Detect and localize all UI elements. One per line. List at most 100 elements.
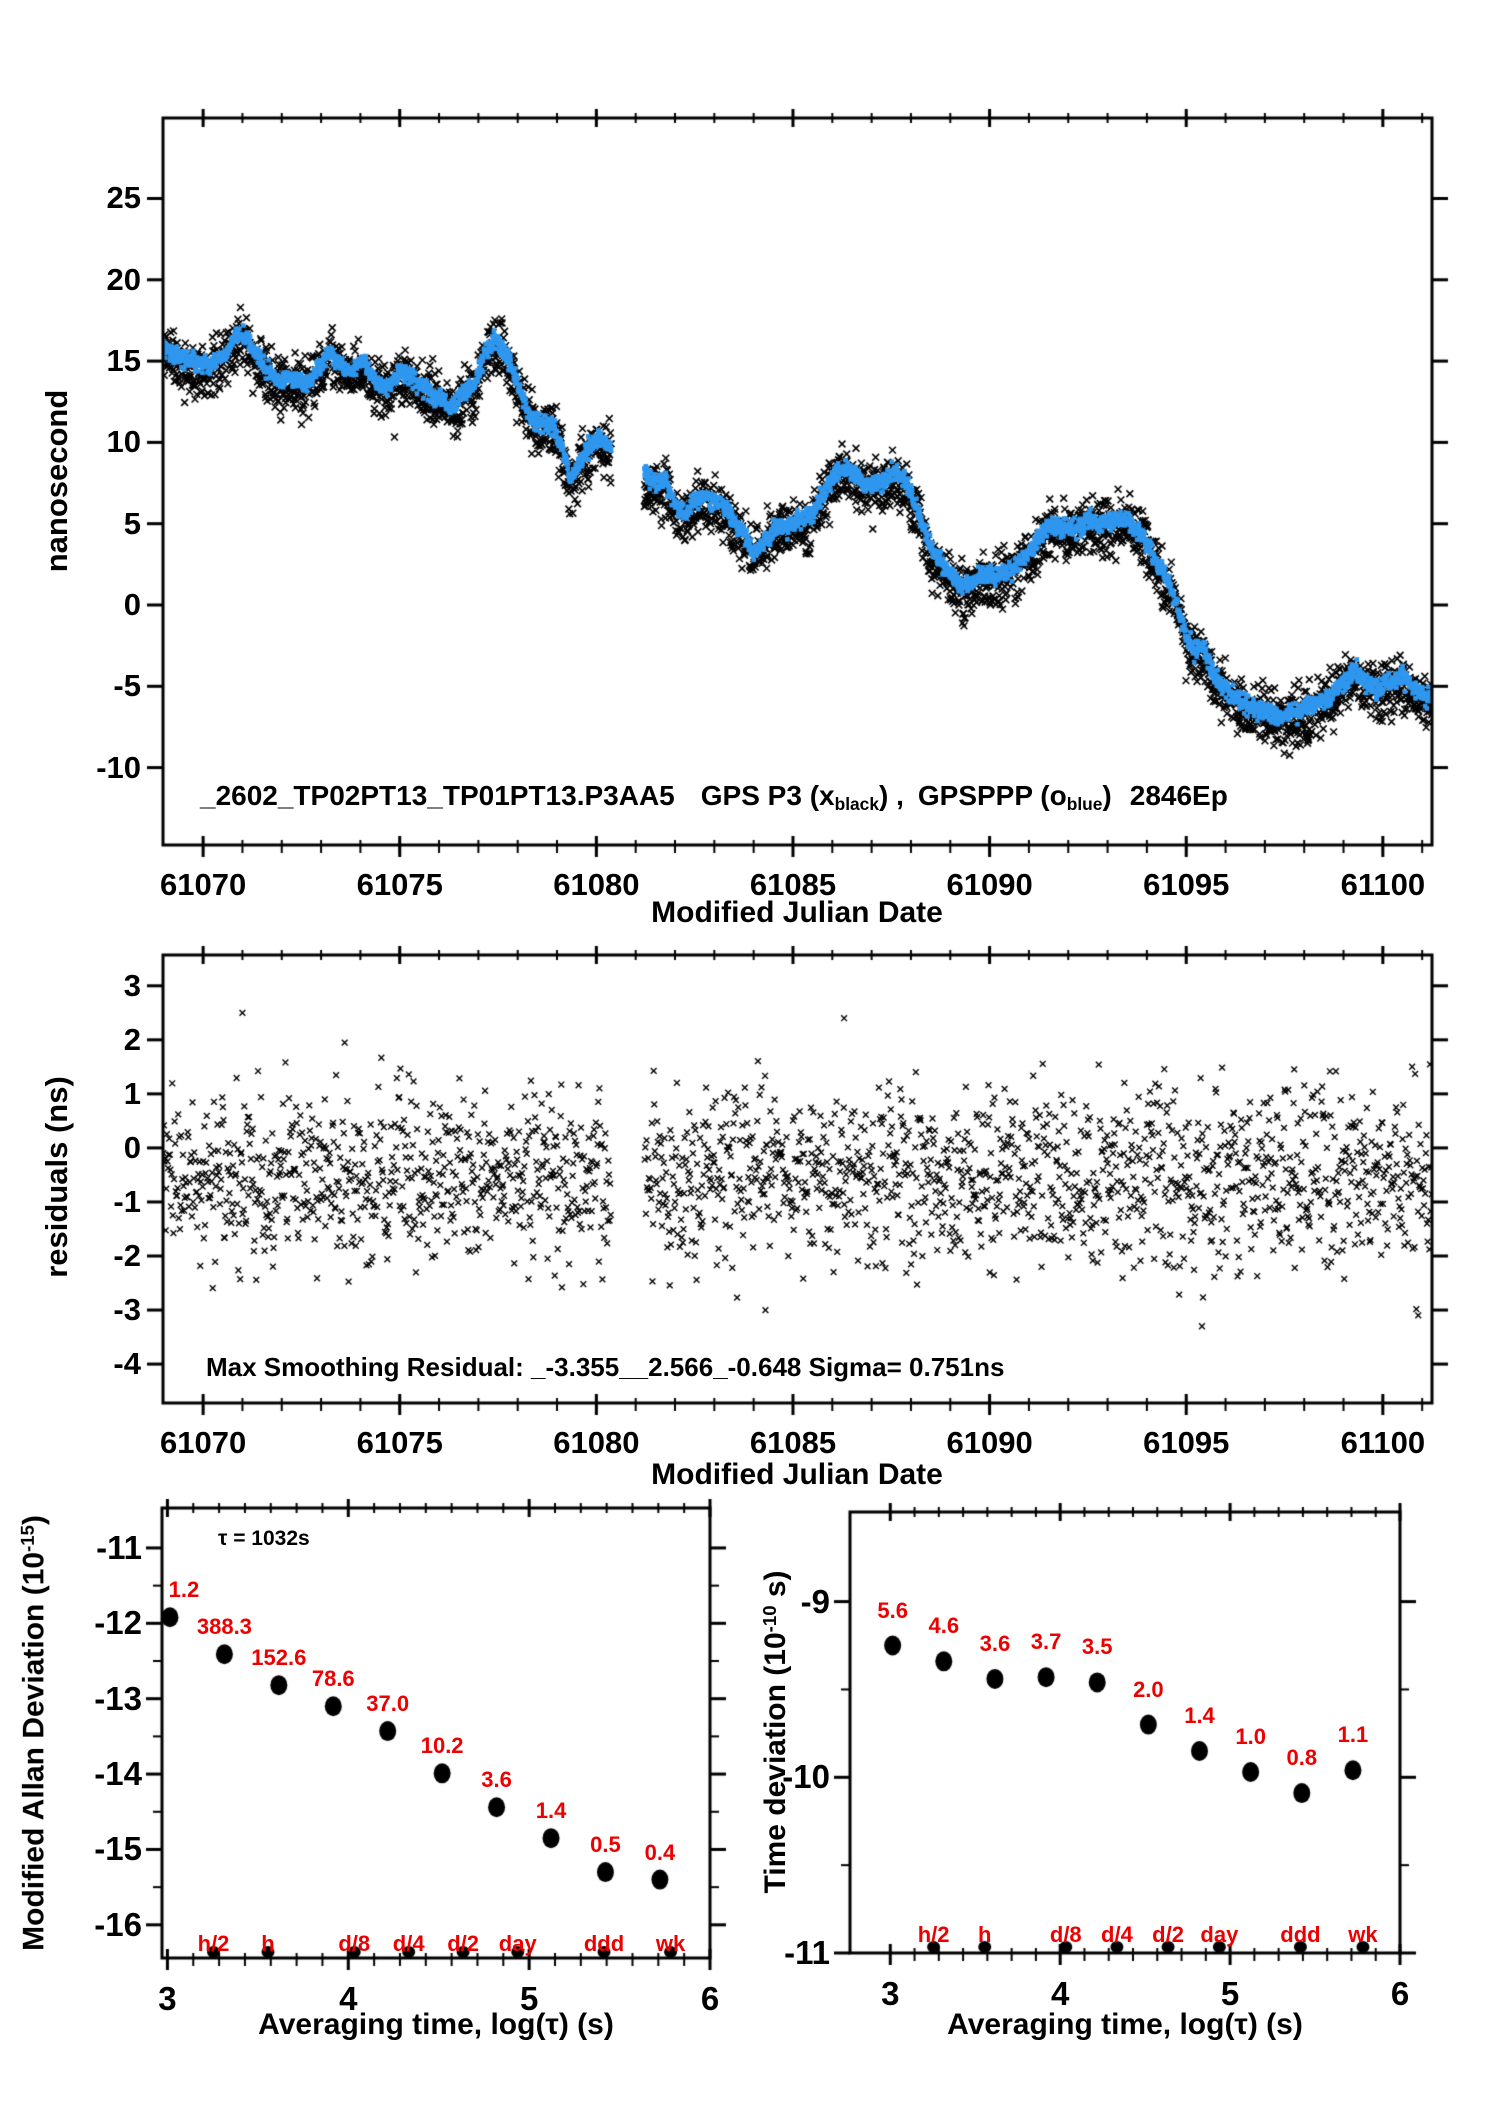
tdev-time-label: h/2 — [917, 1922, 950, 1947]
p1-x-tick-label: 61075 — [356, 867, 443, 902]
p1-series-title: _2602_TP02PT13_TP01PT13.P3AA5 GPS P3 (xbl… — [200, 780, 1228, 815]
p4-y-tick-label: -11 — [784, 1934, 830, 1971]
tdev-time-label: d/8 — [1049, 1922, 1082, 1947]
p2-x-tick-label: 61090 — [946, 1425, 1033, 1460]
mdev-value-label: 3.6 — [481, 1767, 512, 1793]
p3-x-tick-label: 3 — [158, 1980, 177, 2017]
mdev-time-label: d/8 — [338, 1931, 371, 1956]
mdev-value-label: 78.6 — [311, 1666, 355, 1692]
mdev-value-label: 0.4 — [644, 1839, 676, 1865]
p1-y-tick-label: 0 — [123, 586, 141, 622]
p3-y-tick-label: -12 — [94, 1604, 142, 1642]
mdev-time-label: h/2 — [197, 1931, 230, 1956]
p1-title-epochs: 2846Ep — [1129, 780, 1228, 811]
p4-x-axis-title: Averaging time, log(τ) (s) — [947, 2008, 1303, 2041]
p1-x-tick-label: 61085 — [749, 867, 837, 902]
p1-y-tick-label: 5 — [123, 505, 141, 541]
tdev-value-label: 4.6 — [928, 1613, 960, 1639]
p3-x-tick-label: 4 — [339, 1980, 358, 2017]
p2-y-tick-label: -3 — [113, 1292, 141, 1328]
p3-y-tick-label: -16 — [94, 1905, 142, 1943]
p4-x-tick-label: 5 — [1220, 1975, 1240, 2012]
p1-y-tick-label: -10 — [96, 749, 141, 785]
p1-y-tick-label: -5 — [113, 668, 141, 704]
tdev-value-label: 3.6 — [979, 1630, 1011, 1656]
p1-x-tick-label: 61090 — [946, 867, 1033, 902]
tdev-time-label: d/2 — [1152, 1922, 1184, 1947]
p3-y-axis-title: Modified Allan Deviation (10-15) — [16, 1515, 51, 1951]
p1-title-sub-black: black — [834, 794, 879, 815]
tdev-time-label: wk — [1348, 1922, 1378, 1947]
mdev-value-label: 388.3 — [196, 1614, 252, 1640]
p2-y-tick-label: 2 — [123, 1021, 141, 1057]
p2-x-tick-label: 61100 — [1340, 1425, 1426, 1460]
mdev-time-label: day — [498, 1931, 537, 1956]
p2-y-tick-label: -1 — [113, 1183, 141, 1219]
p1-title-gps-p3: GPS P3 (x — [700, 780, 835, 811]
mdev-time-label: d/4 — [392, 1931, 425, 1956]
p2-x-tick-label: 61075 — [356, 1425, 443, 1460]
p1-title-close1: ) , — [878, 780, 904, 811]
p2-x-tick-label: 61080 — [553, 1425, 640, 1460]
p1-y-tick-label: 25 — [106, 180, 141, 216]
p2-max-residual-annotation: Max Smoothing Residual: _-3.355__2.566_-… — [206, 1352, 1005, 1382]
p1-y-tick-label: 20 — [106, 261, 141, 297]
tdev-value-label: 1.4 — [1184, 1702, 1215, 1728]
tdev-value-label: 1.0 — [1235, 1724, 1266, 1750]
mdev-value-label: 10.2 — [420, 1733, 464, 1759]
mdev-value-label: 152.6 — [251, 1645, 307, 1671]
mdev-time-label: d/2 — [447, 1931, 480, 1956]
mdev-time-label: ddd — [583, 1931, 625, 1956]
p1-title-gpsppp: GPSPPP (o — [917, 780, 1067, 811]
p3-y-tick-label: -15 — [94, 1830, 142, 1868]
p1-title-sub-blue: blue — [1066, 794, 1103, 815]
mdev-time-label: wk — [655, 1931, 686, 1956]
p2-y-tick-label: 3 — [123, 967, 141, 1003]
tdev-value-label: 5.6 — [877, 1597, 908, 1623]
p4-x-tick-label: 3 — [881, 1975, 900, 2012]
p2-y-tick-label: -4 — [113, 1346, 141, 1382]
p3-x-tick-label: 5 — [519, 1980, 539, 2017]
tdev-value-label: 1.1 — [1337, 1722, 1369, 1748]
p4-x-tick-label: 6 — [1390, 1975, 1410, 2012]
p2-y-axis-title: residuals (ns) — [39, 1076, 74, 1278]
mdev-value-label: 37.0 — [366, 1691, 410, 1717]
tdev-time-label: d/4 — [1101, 1922, 1133, 1947]
p3-y-tick-label: -13 — [94, 1679, 142, 1717]
p3-y-tick-label: -14 — [94, 1755, 142, 1793]
p4-y-tick-label: -9 — [800, 1582, 830, 1620]
tdev-value-label: 3.5 — [1081, 1634, 1113, 1660]
p2-x-tick-label: 61085 — [749, 1425, 837, 1460]
p4-x-tick-label: 4 — [1050, 1975, 1070, 2012]
p1-title-close2: ) — [1102, 780, 1112, 811]
p2-y-tick-label: 1 — [123, 1075, 141, 1111]
mdev-value-label: 0.5 — [590, 1832, 621, 1858]
p3-x-axis-title: Averaging time, log(τ) (s) — [258, 2008, 614, 2041]
mdev-value-label: 1.2 — [168, 1577, 200, 1603]
p4-y-tick-label: -10 — [782, 1758, 830, 1796]
p1-y-tick-label: 15 — [106, 343, 141, 379]
p2-y-tick-label: -2 — [113, 1238, 141, 1273]
p1-y-axis-title: nanosecond — [39, 389, 74, 573]
tdev-time-label: day — [1200, 1922, 1239, 1947]
p1-x-tick-label: 61100 — [1340, 867, 1426, 902]
tdev-time-label: h — [978, 1922, 992, 1947]
p4-y-axis-title: Time deviation (10-10 s) — [758, 1570, 793, 1894]
tdev-time-label: ddd — [1280, 1922, 1321, 1947]
tdev-value-label: 2.0 — [1133, 1676, 1164, 1702]
p1-x-axis-title: Modified Julian Date — [651, 896, 943, 929]
p2-x-axis-title: Modified Julian Date — [651, 1458, 943, 1491]
p1-x-tick-label: 61080 — [553, 867, 640, 902]
p3-x-tick-label: 6 — [700, 1980, 720, 2017]
p2-y-tick-label: 0 — [123, 1129, 141, 1165]
tdev-value-label: 3.7 — [1030, 1629, 1062, 1655]
tdev-value-label: 0.8 — [1286, 1745, 1318, 1771]
p1-x-tick-label: 61095 — [1143, 867, 1230, 902]
p1-x-tick-label: 61070 — [160, 867, 247, 902]
p1-title-dataset: _2602_TP02PT13_TP01PT13.P3AA5 — [200, 780, 675, 811]
p3-tau-annotation: τ = 1032s — [218, 1527, 310, 1550]
p3-y-tick-label: -11 — [96, 1528, 142, 1566]
mdev-time-label: h — [261, 1931, 275, 1956]
